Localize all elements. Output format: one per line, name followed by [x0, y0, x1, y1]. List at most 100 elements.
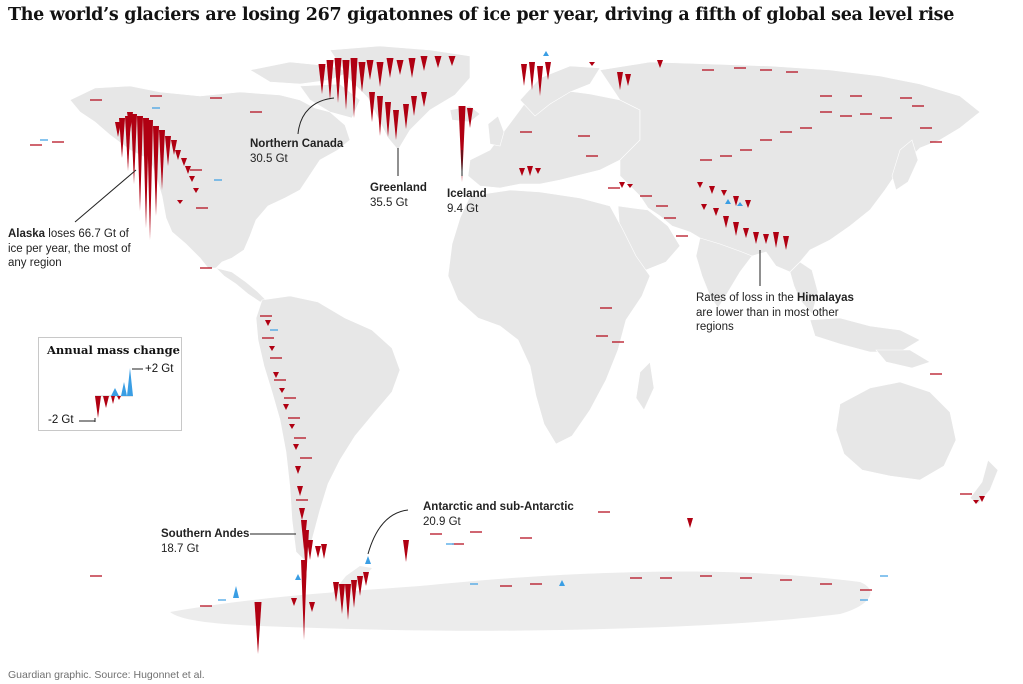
loss-spike [753, 232, 759, 244]
loss-spike [345, 584, 351, 620]
loss-spike [627, 184, 633, 188]
northern-canada-name: Northern Canada [250, 138, 344, 150]
southern-andes-value: 18.7 Gt [161, 542, 199, 555]
loss-spike [334, 58, 342, 103]
loss-spike [625, 74, 631, 86]
loss-spike [369, 92, 375, 122]
antarctic-annotation: Antarctic and sub-Antarctic 20.9 Gt [423, 500, 574, 529]
loss-spike [467, 108, 473, 128]
japan [891, 139, 919, 191]
loss-spike [295, 466, 301, 474]
source-credit: Guardian graphic. Source: Hugonnet et al… [8, 669, 205, 681]
southern-andes-annotation: Southern Andes 18.7 Gt [161, 527, 249, 556]
iceland-annotation: Iceland 9.4 Gt [447, 187, 487, 216]
antarctic-leader [367, 509, 409, 555]
south-america [255, 295, 401, 561]
loss-spike [342, 60, 350, 110]
alaska-leader [74, 169, 137, 223]
loss-spike [315, 546, 321, 558]
loss-spike [307, 540, 313, 560]
loss-spike [289, 424, 295, 429]
loss-spike [351, 580, 357, 608]
new-zealand [969, 459, 999, 505]
northern-canada-leader [297, 97, 335, 135]
loss-spike [171, 140, 177, 155]
alaska-name: Alaska [8, 228, 46, 240]
loss-spike [177, 200, 183, 204]
loss-spike [363, 572, 369, 586]
loss-spike [973, 500, 979, 504]
chart-title: The world’s glaciers are losing 267 giga… [8, 5, 955, 25]
loss-spike [293, 444, 299, 450]
alaska-text: loses 66.7 Gt of ice per year, the most … [8, 228, 131, 269]
loss-spike [143, 118, 149, 228]
loss-spike [193, 188, 199, 193]
loss-spike [366, 60, 374, 80]
alaska-annotation: Alaska loses 66.7 Gt of ice per year, th… [8, 227, 140, 271]
loss-spike [721, 190, 727, 196]
loss-spike [589, 62, 595, 66]
loss-spike [733, 222, 739, 236]
glacier-spikes [30, 51, 985, 654]
loss-spike [697, 182, 703, 188]
greenland-value: 35.5 Gt [370, 196, 408, 209]
legend-gain-spike [111, 368, 133, 396]
loss-spike [297, 486, 303, 496]
loss-spike [159, 130, 165, 190]
himalayas-name: Himalayas [797, 292, 854, 304]
loss-spike [127, 112, 133, 132]
canadian-archipelago [249, 61, 351, 85]
loss-spike [119, 118, 125, 158]
loss-spike [773, 232, 779, 248]
great-britain [487, 115, 505, 147]
loss-spike [115, 122, 121, 137]
antarctic-value: 20.9 Gt [423, 515, 461, 528]
loss-spike [377, 96, 383, 136]
loss-spike [783, 236, 789, 250]
loss-spike [393, 110, 399, 140]
loss-spike [619, 182, 625, 188]
loss-spike [147, 120, 153, 240]
loss-spike [165, 136, 171, 166]
antarctica [170, 571, 871, 631]
loss-spike [131, 114, 137, 184]
loss-spike [125, 116, 131, 171]
gain-spike [543, 51, 549, 56]
loss-spike [301, 560, 307, 640]
loss-spike [318, 64, 326, 94]
loss-spike [299, 508, 305, 520]
southeast-asia-islands [809, 317, 921, 353]
central-america [215, 267, 267, 303]
legend-title: Annual mass change [47, 343, 180, 357]
himalayas-post: are lower than in most other regions [696, 306, 839, 334]
loss-spike [339, 584, 345, 614]
loss-spike [617, 72, 623, 90]
land-masses [69, 45, 999, 561]
loss-spike [358, 62, 366, 92]
loss-spike [309, 602, 315, 612]
loss-spike [657, 60, 663, 68]
loss-spike [979, 496, 985, 502]
loss-spike [326, 60, 334, 100]
northern-canada-value: 30.5 Gt [250, 152, 288, 165]
new-guinea [875, 349, 931, 369]
loss-spike [279, 388, 285, 393]
loss-spike [376, 62, 384, 87]
gain-spike [295, 574, 301, 580]
loss-spike [709, 186, 715, 194]
loss-spike [181, 158, 187, 166]
loss-spike [153, 126, 159, 216]
loss-spike [408, 58, 416, 78]
loss-spike [185, 166, 191, 174]
madagascar [635, 361, 655, 411]
loss-spike [283, 404, 289, 410]
loss-spike [273, 372, 279, 378]
loss-spike [175, 150, 181, 160]
legend-minus-label: -2 Gt [48, 414, 74, 426]
loss-spike [396, 60, 404, 75]
loss-spike [434, 56, 442, 68]
annotation-leaders [74, 97, 761, 555]
loss-spike [535, 168, 541, 174]
loss-spike [189, 176, 195, 182]
loss-spike [386, 58, 394, 78]
